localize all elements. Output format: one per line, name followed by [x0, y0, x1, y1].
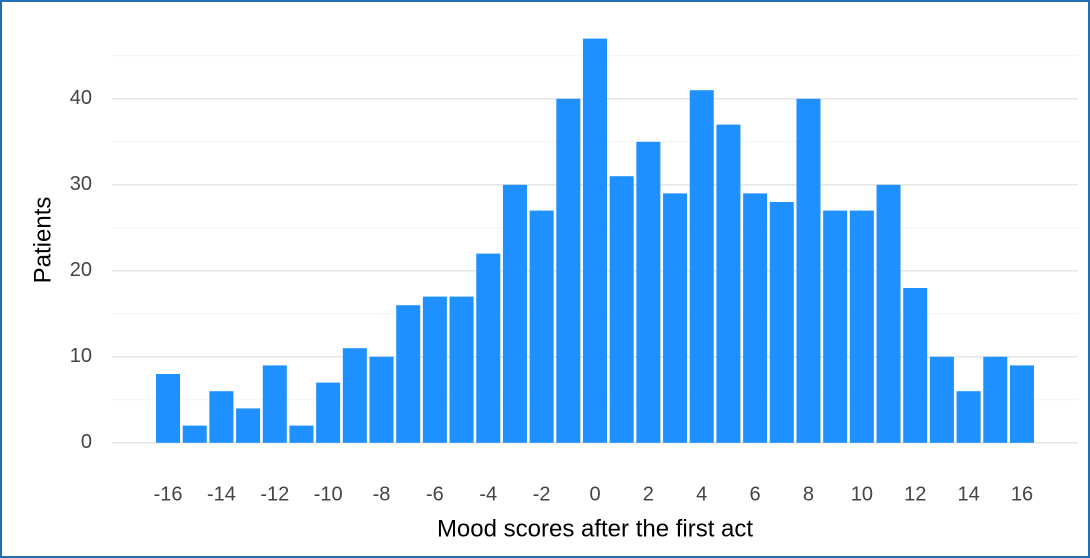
bar: [743, 193, 768, 443]
bar: [236, 408, 261, 443]
x-tick-label: -2: [533, 483, 551, 505]
x-tick-label: 12: [904, 483, 926, 505]
bar: [769, 202, 794, 443]
bar: [716, 124, 741, 443]
x-tick-label: -14: [207, 483, 236, 505]
bar: [876, 184, 901, 443]
x-tick-label: -12: [260, 483, 289, 505]
y-axis-label: Patients: [29, 197, 56, 284]
y-tick-label: 20: [70, 259, 92, 281]
x-tick-label: 2: [643, 483, 654, 505]
bar: [502, 184, 527, 443]
x-tick-label: -16: [154, 483, 183, 505]
y-tick-label: 10: [70, 345, 92, 367]
x-tick-label: 14: [957, 483, 979, 505]
bar: [823, 210, 848, 443]
bar: [182, 425, 207, 443]
bar: [582, 38, 608, 443]
bar: [983, 356, 1008, 443]
bar: [556, 98, 581, 443]
y-tick-label: 40: [70, 87, 92, 109]
bar: [422, 296, 447, 443]
bar: [289, 425, 314, 443]
x-tick-label: -4: [479, 483, 497, 505]
bar: [1009, 365, 1034, 443]
bar: [476, 253, 501, 443]
bar: [262, 365, 287, 443]
y-tick-label: 0: [81, 431, 92, 453]
bar: [316, 382, 341, 443]
bar: [796, 98, 821, 443]
bar: [956, 391, 981, 443]
x-tick-label: 6: [750, 483, 761, 505]
bar: [156, 374, 181, 443]
bar: [609, 176, 634, 443]
bar: [663, 193, 688, 443]
bar: [636, 141, 661, 443]
x-tick-label: -6: [426, 483, 444, 505]
bar: [689, 90, 714, 443]
x-tick-label: 0: [589, 483, 600, 505]
x-tick-label: -10: [314, 483, 343, 505]
x-axis-label: Mood scores after the first act: [437, 515, 753, 542]
bar: [449, 296, 474, 443]
bar: [396, 305, 421, 443]
x-tick-label: 16: [1011, 483, 1033, 505]
y-tick-label: 30: [70, 173, 92, 195]
bar: [849, 210, 874, 443]
x-tick-label: 8: [803, 483, 814, 505]
x-tick-label: 4: [696, 483, 707, 505]
bar: [903, 288, 928, 443]
bar: [929, 356, 954, 443]
bar: [529, 210, 554, 443]
x-tick-label: 10: [851, 483, 873, 505]
bar: [209, 391, 234, 443]
bar: [342, 348, 367, 443]
x-tick-label: -8: [373, 483, 391, 505]
bar: [369, 356, 394, 443]
